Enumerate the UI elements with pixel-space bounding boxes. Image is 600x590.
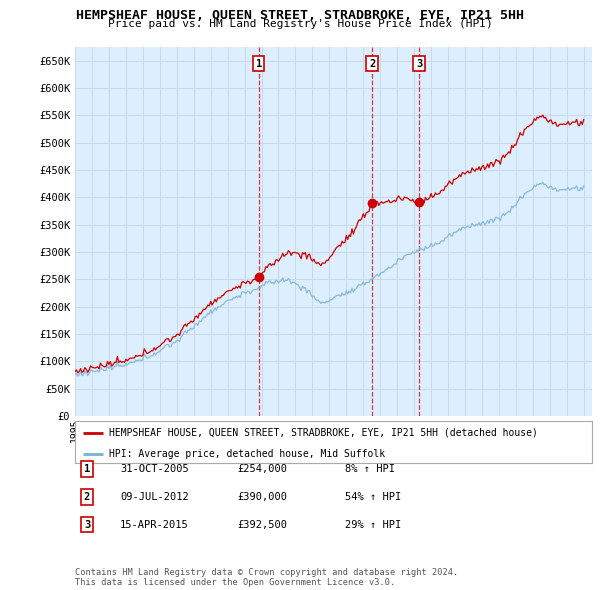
Text: 54% ↑ HPI: 54% ↑ HPI xyxy=(345,492,401,502)
Text: HPI: Average price, detached house, Mid Suffolk: HPI: Average price, detached house, Mid … xyxy=(109,449,385,459)
Text: 09-JUL-2012: 09-JUL-2012 xyxy=(120,492,189,502)
Text: £392,500: £392,500 xyxy=(237,520,287,529)
Text: £390,000: £390,000 xyxy=(237,492,287,502)
Text: HEMPSHEAF HOUSE, QUEEN STREET, STRADBROKE, EYE, IP21 5HH: HEMPSHEAF HOUSE, QUEEN STREET, STRADBROK… xyxy=(76,9,524,22)
Text: 2: 2 xyxy=(369,59,375,69)
Text: 3: 3 xyxy=(416,59,422,69)
Text: 29% ↑ HPI: 29% ↑ HPI xyxy=(345,520,401,529)
Text: Contains HM Land Registry data © Crown copyright and database right 2024.
This d: Contains HM Land Registry data © Crown c… xyxy=(75,568,458,587)
Text: 31-OCT-2005: 31-OCT-2005 xyxy=(120,464,189,474)
Text: HEMPSHEAF HOUSE, QUEEN STREET, STRADBROKE, EYE, IP21 5HH (detached house): HEMPSHEAF HOUSE, QUEEN STREET, STRADBROK… xyxy=(109,428,538,438)
Text: 1: 1 xyxy=(84,464,90,474)
Text: 15-APR-2015: 15-APR-2015 xyxy=(120,520,189,529)
Text: £254,000: £254,000 xyxy=(237,464,287,474)
Text: 8% ↑ HPI: 8% ↑ HPI xyxy=(345,464,395,474)
Text: Price paid vs. HM Land Registry's House Price Index (HPI): Price paid vs. HM Land Registry's House … xyxy=(107,19,493,29)
Text: 1: 1 xyxy=(256,59,262,69)
Text: 2: 2 xyxy=(84,492,90,502)
Text: 3: 3 xyxy=(84,520,90,529)
